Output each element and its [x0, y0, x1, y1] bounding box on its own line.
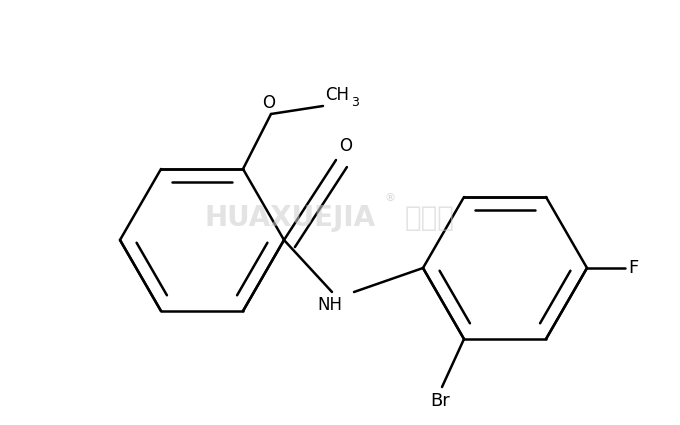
Text: CH: CH	[325, 86, 349, 104]
Text: O: O	[339, 137, 352, 155]
Text: O: O	[262, 94, 275, 112]
Text: HUAXUEJIA: HUAXUEJIA	[205, 204, 375, 232]
Text: NH: NH	[318, 296, 343, 314]
Text: 3: 3	[351, 96, 359, 109]
Text: 化学加: 化学加	[405, 204, 455, 232]
Text: F: F	[628, 259, 639, 277]
Text: ®: ®	[384, 193, 396, 203]
Text: Br: Br	[430, 392, 450, 410]
